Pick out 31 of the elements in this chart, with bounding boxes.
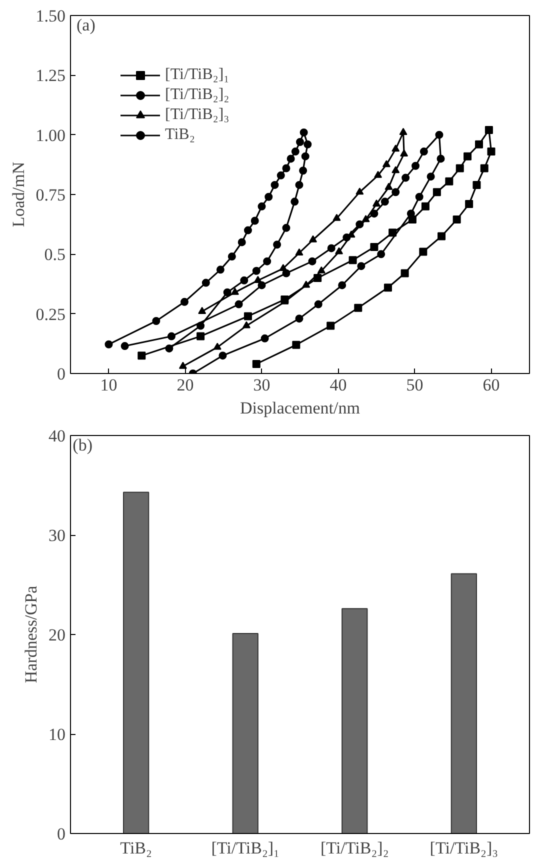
y-tick-label: 0.5 bbox=[44, 245, 66, 264]
y-tick-label: 1.50 bbox=[36, 6, 66, 26]
annotation: (a) bbox=[76, 16, 96, 34]
y-tick-label: 0.75 bbox=[36, 186, 66, 204]
x-tick-label: 30 bbox=[253, 376, 270, 394]
x-tick-label: TiB₂ bbox=[120, 838, 152, 858]
y-tick-label: 20 bbox=[48, 626, 66, 644]
y-axis-title: Hardness/GPa bbox=[22, 585, 40, 684]
x-tick-label: 20 bbox=[176, 376, 194, 394]
legend-label: [Ti/TiB₂]₂ bbox=[165, 86, 230, 104]
y-tick-label: 10 bbox=[48, 725, 66, 744]
x-axis-title: Displacement/nm bbox=[240, 398, 360, 418]
y-tick-label: 30 bbox=[48, 526, 66, 545]
legend-label: [Ti/TiB₂]₁ bbox=[165, 66, 230, 84]
x-tick-label: 40 bbox=[330, 376, 347, 394]
y-tick-label: 1.25 bbox=[36, 66, 66, 86]
x-tick-label: [Ti/TiB₂]₃ bbox=[430, 838, 498, 858]
y-tick-label: 0.25 bbox=[36, 304, 66, 324]
legend-label: TiB₂ bbox=[165, 126, 195, 144]
x-tick-label: [Ti/TiB₂]₁ bbox=[211, 838, 280, 858]
x-tick-label: 10 bbox=[100, 376, 118, 394]
annotation: (b) bbox=[72, 436, 93, 454]
y-tick-label: 1.00 bbox=[36, 126, 66, 145]
y-tick-label: 0 bbox=[57, 364, 66, 384]
x-tick-label: 60 bbox=[482, 376, 500, 394]
y-axis-title: Load/mN bbox=[8, 162, 28, 228]
x-tick-label: 50 bbox=[406, 376, 424, 394]
legend-label: [Ti/TiB₂]₃ bbox=[165, 106, 230, 124]
y-tick-label: 0 bbox=[57, 824, 66, 844]
y-tick-label: 40 bbox=[48, 426, 66, 446]
x-tick-label: [Ti/TiB₂]₂ bbox=[320, 838, 389, 858]
